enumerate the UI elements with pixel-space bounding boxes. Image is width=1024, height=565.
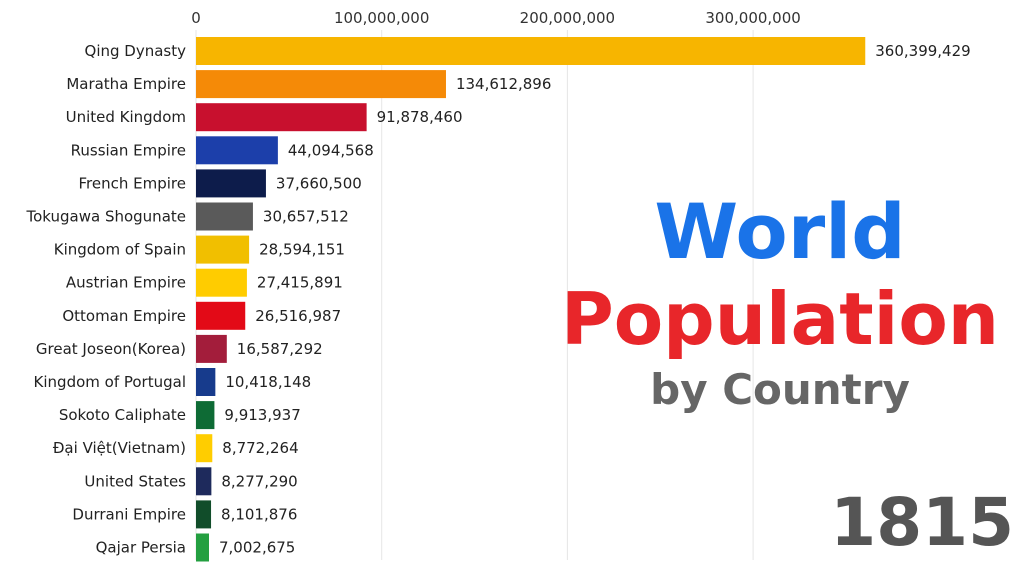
value-label: 134,612,896 [456,75,551,93]
category-label: Kingdom of Portugal [34,373,186,391]
bar [196,235,250,264]
bar [196,467,212,496]
value-label: 27,415,891 [257,274,343,292]
value-label: 91,878,460 [377,108,463,126]
x-axis-ticks: 0 100,000,000 200,000,000 300,000,000 [191,9,801,27]
category-label: Russian Empire [71,141,186,159]
category-label: Sokoto Caliphate [59,406,186,424]
category-label: Đại Việt(Vietnam) [53,439,186,457]
bar [196,70,446,99]
bar [196,401,215,430]
value-label: 9,913,937 [224,406,300,424]
category-label: Durrani Empire [72,505,186,523]
category-label: Austrian Empire [66,274,186,292]
bar [196,301,246,330]
value-label: 360,399,429 [875,42,970,60]
category-labels: Qing Dynasty Maratha Empire United Kingdom… [25,42,186,557]
category-label: Maratha Empire [66,75,186,93]
x-tick-label: 0 [191,9,201,27]
value-label: 7,002,675 [219,539,295,557]
category-label: Tokugawa Shogunate [25,208,186,226]
title-line-world: World [654,187,906,276]
title-line-population: Population [560,277,1000,361]
value-label: 30,657,512 [263,208,349,226]
value-label: 44,094,568 [288,141,374,159]
bar [196,136,278,165]
title-line-by-country: by Country [650,365,910,414]
bar [196,434,213,463]
category-label: United States [84,472,186,490]
bar [196,103,367,132]
bar [196,202,253,231]
value-labels: 360,399,429 134,612,896 91,878,46044,094,5… [219,42,971,557]
bar [196,37,866,65]
chart-title: World Population by Country [560,188,1000,418]
value-label: 8,277,290 [221,472,297,490]
value-label: 16,587,292 [237,340,323,358]
bars [196,37,866,562]
bar [196,533,210,562]
category-label: Qing Dynasty [85,42,187,60]
bar [196,500,212,529]
bar [196,268,247,297]
bar [196,368,216,396]
category-label: United Kingdom [66,108,186,126]
value-label: 26,516,987 [255,307,341,325]
category-label: Great Joseon(Korea) [36,340,186,358]
year-label: 1815 [830,484,1014,561]
x-tick-label: 300,000,000 [705,9,800,27]
value-label: 10,418,148 [225,373,311,391]
x-tick-label: 100,000,000 [334,9,429,27]
value-label: 8,772,264 [222,439,298,457]
value-label: 28,594,151 [259,241,345,259]
category-label: Qajar Persia [96,539,186,557]
bar [196,334,227,363]
x-tick-label: 200,000,000 [520,9,615,27]
value-label: 37,660,500 [276,174,362,192]
bar [196,169,266,198]
category-label: Ottoman Empire [62,307,186,325]
value-label: 8,101,876 [221,505,297,523]
category-label: Kingdom of Spain [54,241,186,259]
category-label: French Empire [79,174,186,192]
